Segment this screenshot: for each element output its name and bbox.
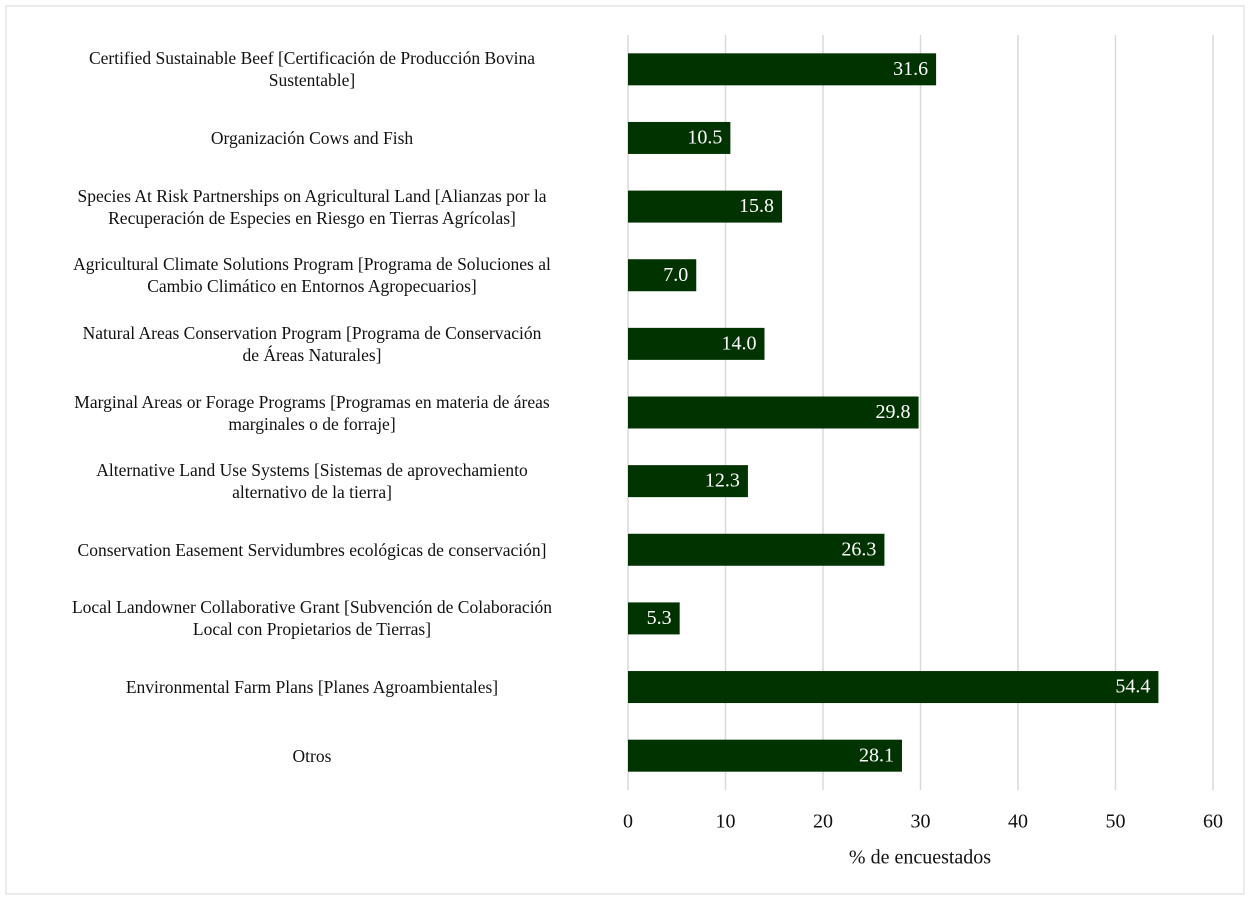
value-label: 12.3 (705, 470, 740, 492)
value-label: 7.0 (663, 264, 688, 286)
bar (628, 533, 885, 566)
value-label: 54.4 (1115, 676, 1150, 698)
y-tick-label: Conservation Easement Servidumbres ecoló… (77, 539, 547, 560)
value-label: 31.6 (893, 58, 928, 80)
value-label: 14.0 (722, 332, 757, 354)
bar (628, 396, 919, 429)
x-tick-label: 20 (813, 811, 833, 833)
y-tick-label: Natural Areas Conservation Program [Prog… (82, 322, 542, 365)
x-axis-label: % de encuestados (849, 847, 991, 869)
y-tick-label: Agricultural Climate Solutions Program [… (73, 254, 551, 297)
chart-border (5, 5, 1245, 895)
y-tick-label: Species At Risk Partnerships on Agricult… (77, 185, 547, 228)
x-tick-label: 50 (1106, 811, 1126, 833)
value-label: 28.1 (859, 744, 894, 766)
bar (628, 259, 697, 292)
value-label: 29.8 (876, 401, 911, 423)
bar (628, 53, 937, 86)
bar (628, 671, 1159, 704)
value-label: 5.3 (647, 607, 672, 629)
bar (628, 190, 783, 223)
bar (628, 327, 765, 360)
x-tick-label: 0 (623, 811, 633, 833)
y-tick-label: Marginal Areas or Forage Programs [Progr… (74, 391, 550, 434)
y-tick-label: Alternative Land Use Systems [Sistemas d… (96, 460, 528, 503)
value-label: 10.5 (687, 127, 722, 149)
y-tick-label: Local Landowner Collaborative Grant [Sub… (71, 597, 553, 640)
bar (628, 465, 748, 498)
bar (628, 739, 902, 772)
y-tick-label: Environmental Farm Plans [Planes Agroamb… (125, 677, 499, 698)
y-tick-label: Certified Sustainable Beef [Certificació… (88, 48, 536, 91)
x-tick-label: 40 (1008, 811, 1028, 833)
bar (628, 602, 680, 635)
x-tick-label: 60 (1203, 811, 1223, 833)
value-label: 15.8 (739, 195, 774, 217)
x-tick-label: 10 (716, 811, 736, 833)
value-label: 26.3 (841, 538, 876, 560)
bar (628, 121, 731, 154)
x-tick-label: 30 (911, 811, 931, 833)
y-tick-label: Otros (292, 745, 332, 766)
y-tick-label: Organización Cows and Fish (210, 127, 414, 148)
